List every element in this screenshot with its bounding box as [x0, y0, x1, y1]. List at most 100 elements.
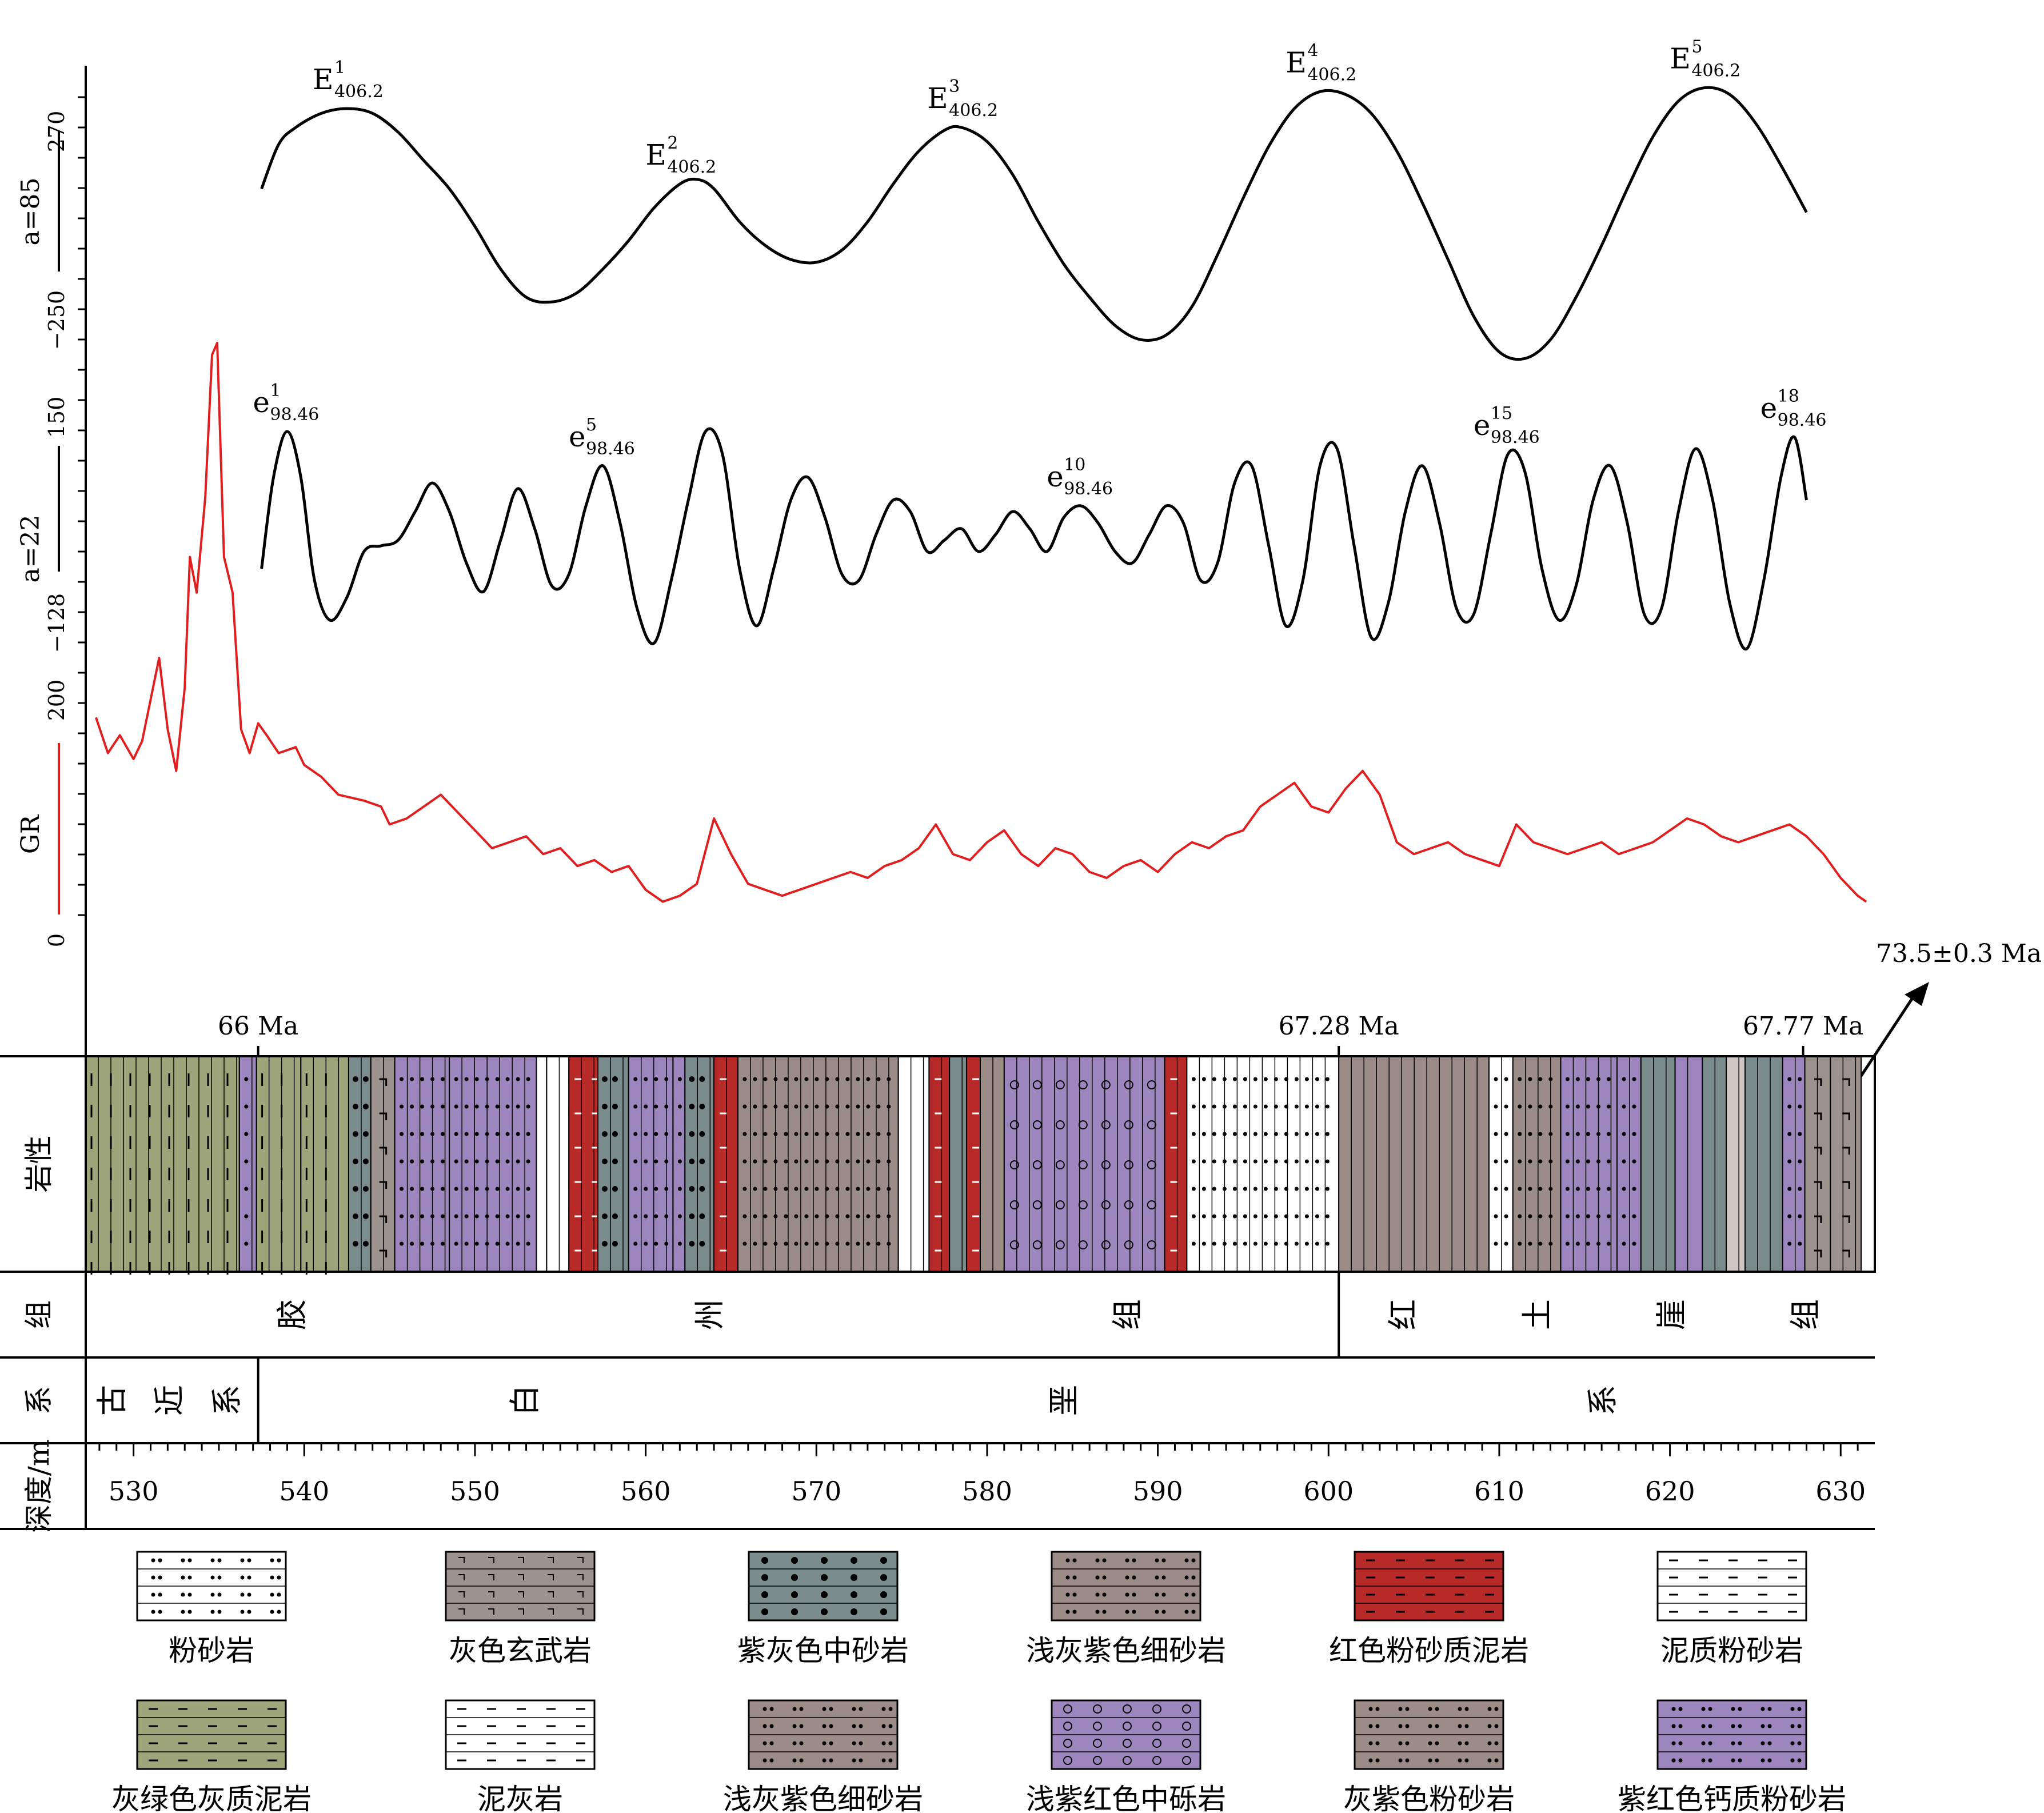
litho-dot [1494, 1214, 1498, 1219]
litho-dot [1212, 1187, 1216, 1191]
peak-label-sup: 2 [667, 133, 678, 153]
litho-dot [505, 1241, 510, 1246]
litho-dot [1565, 1159, 1570, 1164]
litho-dot [410, 1187, 414, 1191]
formation-char: 崖 [1653, 1299, 1689, 1330]
litho-dot [1586, 1241, 1590, 1246]
litho-layer-11 [597, 1056, 629, 1272]
legend-mark [1398, 1724, 1403, 1728]
legend-mark [1102, 1610, 1107, 1614]
litho-dot [1787, 1159, 1792, 1164]
legend-mark [1093, 1756, 1102, 1765]
legend-mark [1123, 1756, 1132, 1765]
litho-dot [516, 1104, 520, 1109]
litho-dot [835, 1132, 840, 1136]
litho-layer-rect [1830, 1056, 1862, 1272]
litho-dot [1263, 1104, 1268, 1109]
litho-dot [1586, 1159, 1590, 1164]
peak-label-e-1: e 1 98.46 [253, 381, 319, 425]
curve-axis-label-1: a=22 [16, 514, 45, 582]
legend-mark [851, 1591, 857, 1598]
litho-dot [866, 1159, 871, 1164]
legend-mark [829, 1758, 833, 1763]
litho-dot [1575, 1241, 1580, 1246]
depth-tick-label: 560 [621, 1476, 671, 1507]
litho-basalt-mark [1814, 1112, 1822, 1120]
litho-layer-36 [1804, 1056, 1831, 1272]
litho-dot [362, 1131, 369, 1137]
litho-dot [677, 1104, 682, 1109]
litho-dot [400, 1241, 404, 1246]
legend-mark [822, 1724, 827, 1728]
legend-mark [761, 1557, 768, 1564]
litho-dot [1632, 1077, 1636, 1081]
litho-dot [784, 1214, 788, 1219]
legend-mark [151, 1610, 155, 1614]
legend-mark [488, 1574, 494, 1580]
legend-mark [1405, 1758, 1410, 1763]
litho-dot [825, 1241, 829, 1246]
legend-mark [888, 1758, 893, 1763]
litho-layer-rect [1560, 1056, 1618, 1272]
legend-mark [859, 1707, 863, 1711]
curve-tick-label-0-bottom: −250 [44, 290, 69, 350]
legend-mark [1708, 1758, 1712, 1763]
legend-mark [577, 1557, 584, 1563]
legend-mark [852, 1741, 856, 1746]
litho-layer-24 [1186, 1056, 1340, 1272]
litho-dot [1528, 1187, 1532, 1191]
litho-dot [784, 1187, 788, 1191]
litho-dot [1632, 1187, 1636, 1191]
legend-mark [1093, 1704, 1102, 1714]
age-marker-label-1: 67.28 Ma [1279, 1012, 1399, 1041]
legend-mark [888, 1724, 893, 1728]
litho-dot [1622, 1159, 1626, 1164]
legend-label: 泥质粉砂岩 [1660, 1634, 1803, 1667]
litho-layer-rect [568, 1056, 598, 1272]
litho-circle [1078, 1160, 1088, 1169]
curve-axis-label-0: a=85 [16, 177, 45, 245]
legend-mark [1797, 1758, 1802, 1763]
legend-mark [1102, 1592, 1107, 1597]
litho-dot [1191, 1241, 1196, 1246]
litho-dot [1798, 1187, 1802, 1191]
litho-dot [1606, 1132, 1611, 1136]
litho-dot [474, 1132, 479, 1136]
litho-dot [612, 1104, 618, 1109]
litho-circle [1101, 1080, 1111, 1089]
litho-dot [1538, 1241, 1543, 1246]
litho-dot [1201, 1187, 1206, 1191]
litho-layer-34 [1744, 1056, 1783, 1272]
litho-basalt-mark [1842, 1249, 1850, 1257]
litho-dot [485, 1132, 489, 1136]
peak-label-sub: 406.2 [334, 82, 384, 102]
litho-layer-19 [949, 1056, 968, 1272]
litho-dot [430, 1077, 435, 1081]
litho-dot [1212, 1132, 1216, 1136]
litho-dot [1294, 1104, 1299, 1109]
litho-dot [742, 1187, 747, 1191]
litho-layer-rect [238, 1056, 257, 1272]
peak-label-sub: 98.46 [1778, 410, 1827, 430]
litho-dot [1575, 1214, 1580, 1219]
litho-dot [1304, 1187, 1309, 1191]
legend-mark [1464, 1724, 1469, 1728]
legend-mark [1731, 1724, 1735, 1728]
litho-dot [441, 1132, 445, 1136]
litho-dot [887, 1187, 891, 1191]
litho-dot [825, 1104, 829, 1109]
litho-layer-rect [1744, 1056, 1783, 1272]
litho-dot [1518, 1132, 1522, 1136]
litho-dot [794, 1159, 799, 1164]
legend-label: 紫灰色中砂岩 [737, 1634, 909, 1667]
litho-layer-16 [737, 1056, 899, 1272]
legend-mark [518, 1608, 524, 1615]
legend-mark [217, 1575, 222, 1580]
litho-dot [1575, 1077, 1580, 1081]
litho-dot [420, 1077, 425, 1081]
legend-mark [210, 1575, 215, 1580]
litho-dot [753, 1159, 757, 1164]
litho-dot [1284, 1241, 1288, 1246]
litho-layer-7 [449, 1056, 537, 1272]
litho-dot [430, 1214, 435, 1219]
